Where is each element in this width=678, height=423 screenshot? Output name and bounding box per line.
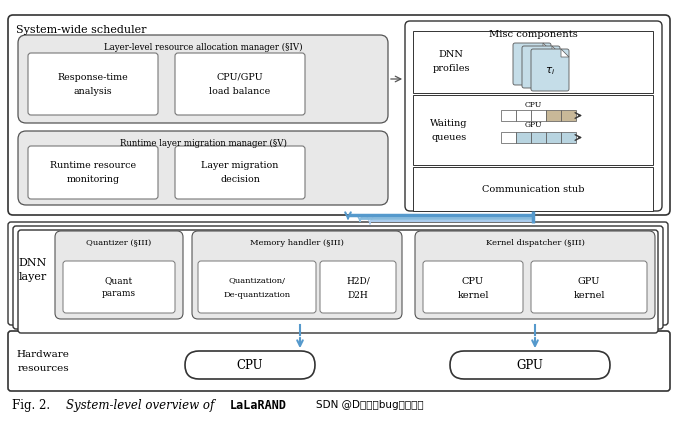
- Bar: [501, 110, 516, 121]
- FancyBboxPatch shape: [13, 226, 663, 329]
- Text: GPU: GPU: [524, 121, 542, 129]
- Bar: [516, 132, 531, 143]
- Text: System-wide scheduler: System-wide scheduler: [16, 25, 146, 35]
- Text: Response-time: Response-time: [58, 72, 128, 82]
- Text: $\tau_i$: $\tau_i$: [545, 65, 555, 77]
- Text: Runtime layer migration manager (§V): Runtime layer migration manager (§V): [119, 139, 287, 148]
- Text: CPU: CPU: [237, 359, 263, 371]
- Polygon shape: [543, 43, 551, 51]
- Text: CPU: CPU: [462, 277, 484, 286]
- Text: DNN: DNN: [19, 258, 47, 268]
- Bar: [501, 132, 516, 143]
- FancyBboxPatch shape: [192, 231, 402, 319]
- Text: CPU: CPU: [524, 101, 542, 109]
- FancyBboxPatch shape: [198, 261, 316, 313]
- Text: profiles: profiles: [433, 63, 470, 72]
- FancyBboxPatch shape: [8, 331, 670, 391]
- Text: Hardware: Hardware: [16, 349, 69, 359]
- Text: decision: decision: [220, 175, 260, 184]
- Text: LaLaRAND: LaLaRAND: [230, 398, 287, 412]
- Text: kernel: kernel: [457, 291, 489, 299]
- Text: analysis: analysis: [74, 86, 113, 96]
- FancyBboxPatch shape: [28, 146, 158, 199]
- FancyBboxPatch shape: [531, 49, 569, 91]
- Text: Layer-level resource allocation manager (§IV): Layer-level resource allocation manager …: [104, 43, 302, 52]
- Text: H2D/: H2D/: [346, 277, 370, 286]
- Text: Communication stub: Communication stub: [482, 184, 584, 193]
- FancyBboxPatch shape: [522, 46, 560, 88]
- Text: Layer migration: Layer migration: [201, 161, 279, 170]
- FancyBboxPatch shape: [531, 261, 647, 313]
- FancyBboxPatch shape: [415, 231, 655, 319]
- Polygon shape: [552, 46, 560, 54]
- Text: CPU/GPU: CPU/GPU: [217, 72, 263, 82]
- Bar: [516, 110, 531, 121]
- Text: GPU: GPU: [517, 359, 544, 371]
- FancyBboxPatch shape: [450, 351, 610, 379]
- Bar: [413, 95, 653, 165]
- FancyBboxPatch shape: [175, 146, 305, 199]
- Text: Runtime resource: Runtime resource: [50, 161, 136, 170]
- FancyBboxPatch shape: [175, 53, 305, 115]
- FancyBboxPatch shape: [423, 261, 523, 313]
- Bar: [531, 110, 546, 121]
- Text: Quant: Quant: [105, 277, 133, 286]
- Text: layer: layer: [19, 272, 47, 282]
- FancyBboxPatch shape: [55, 231, 183, 319]
- Text: Quantizer (§III): Quantizer (§III): [86, 239, 152, 247]
- FancyBboxPatch shape: [8, 15, 670, 215]
- FancyBboxPatch shape: [405, 21, 662, 211]
- Text: load balance: load balance: [210, 86, 271, 96]
- Text: De-quantization: De-quantization: [224, 291, 291, 299]
- Text: Misc components: Misc components: [489, 30, 578, 39]
- Text: GPU: GPU: [578, 277, 600, 286]
- Bar: [561, 132, 576, 143]
- Bar: [546, 110, 561, 121]
- FancyBboxPatch shape: [8, 222, 668, 325]
- Text: Memory handler (§III): Memory handler (§III): [250, 239, 344, 247]
- FancyBboxPatch shape: [18, 131, 388, 205]
- Text: SDN @D了一天bug忘了编译: SDN @D了一天bug忘了编译: [316, 400, 424, 410]
- Bar: [413, 167, 653, 211]
- FancyBboxPatch shape: [185, 351, 315, 379]
- Text: queues: queues: [431, 132, 466, 142]
- Bar: [413, 31, 653, 93]
- Text: DNN: DNN: [439, 49, 464, 58]
- Bar: [531, 132, 546, 143]
- Text: Fig. 2.: Fig. 2.: [12, 398, 50, 412]
- FancyBboxPatch shape: [513, 43, 551, 85]
- Bar: [546, 132, 561, 143]
- Text: Kernel dispatcher (§III): Kernel dispatcher (§III): [485, 239, 584, 247]
- FancyBboxPatch shape: [320, 261, 396, 313]
- Text: monitoring: monitoring: [66, 175, 119, 184]
- Text: resources: resources: [17, 363, 68, 373]
- Text: Quantization/: Quantization/: [228, 277, 285, 285]
- FancyBboxPatch shape: [18, 35, 388, 123]
- Text: Waiting: Waiting: [431, 118, 468, 127]
- Text: params: params: [102, 288, 136, 297]
- Polygon shape: [561, 49, 569, 57]
- FancyBboxPatch shape: [28, 53, 158, 115]
- Text: kernel: kernel: [574, 291, 605, 299]
- Bar: [561, 110, 576, 121]
- FancyBboxPatch shape: [18, 230, 658, 333]
- Text: D2H: D2H: [348, 291, 368, 299]
- FancyBboxPatch shape: [63, 261, 175, 313]
- Text: System-level overview of: System-level overview of: [66, 398, 218, 412]
